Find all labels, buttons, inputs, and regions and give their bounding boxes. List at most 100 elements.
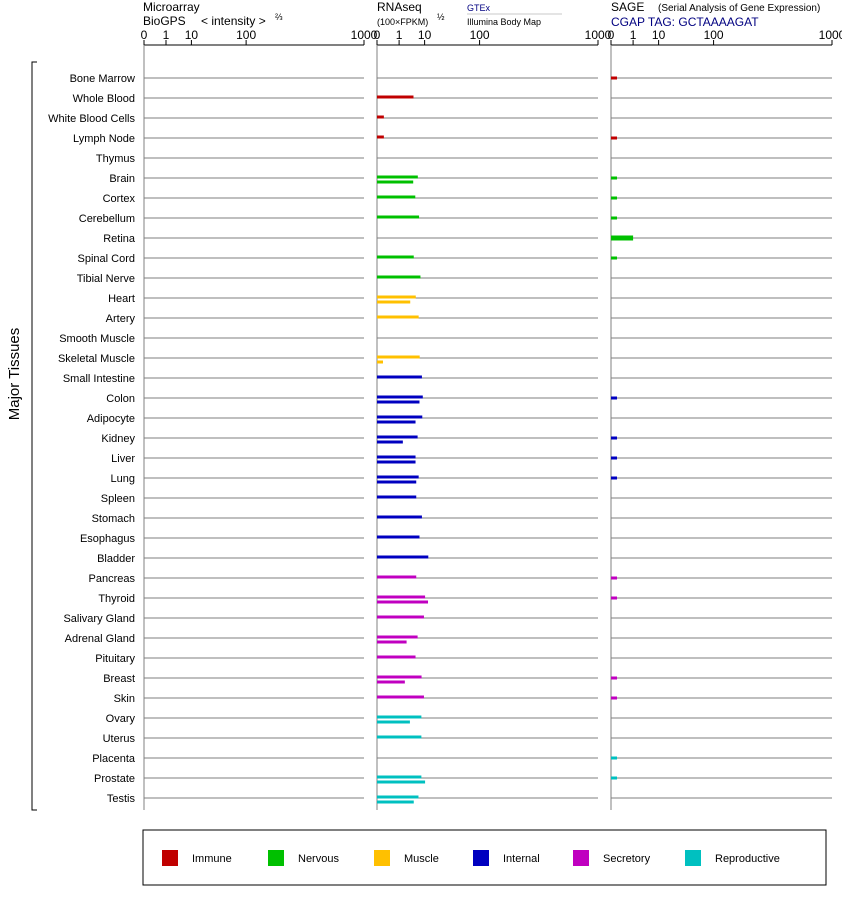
- rnaseq-bar: [377, 460, 416, 464]
- sage-bar: [611, 456, 617, 460]
- rnaseq-bar: [377, 735, 422, 739]
- legend-label-internal: Internal: [503, 853, 540, 865]
- sage-bar: [611, 76, 617, 80]
- legend-swatch-secretory: [573, 850, 589, 866]
- rnaseq-tick-label: 100: [470, 28, 490, 42]
- rnaseq-bar: [377, 775, 422, 779]
- rnaseq-bar: [377, 275, 421, 279]
- rnaseq-bar: [377, 720, 410, 724]
- sage-bar: [611, 676, 617, 680]
- tissue-label: Thyroid: [98, 593, 135, 605]
- sage-bar: [611, 596, 617, 600]
- rnaseq-title: RNAseq: [377, 0, 422, 14]
- sage-subtitle: (Serial Analysis of Gene Expression): [658, 3, 820, 14]
- sage-bar: [611, 176, 617, 180]
- tissue-label: Spinal Cord: [78, 253, 135, 265]
- microarray-title: Microarray: [143, 0, 200, 14]
- sage-tag-label: CGAP TAG: GCTAAAAGAT: [611, 15, 759, 29]
- sage-bar: [611, 216, 617, 220]
- tissue-label: Adrenal Gland: [65, 633, 135, 645]
- tissue-label: Bladder: [97, 553, 135, 565]
- sage-tick-label: 1000: [819, 28, 842, 42]
- tissue-label: Skin: [114, 693, 135, 705]
- tissue-label: Pituitary: [95, 653, 135, 665]
- sage-bar: [611, 436, 617, 440]
- legend-label-muscle: Muscle: [404, 853, 439, 865]
- tissue-label: Bone Marrow: [70, 73, 135, 85]
- tissue-label: Breast: [103, 673, 135, 685]
- rnaseq-bar: [377, 115, 384, 119]
- microarray-tick-label: 100: [236, 28, 256, 42]
- y-axis-bracket: [31, 61, 37, 811]
- sage-bar: [611, 576, 617, 580]
- sage-bar: [611, 776, 617, 780]
- sage-tick-label: 1: [630, 28, 637, 42]
- rnaseq-tick-label: 10: [418, 28, 432, 42]
- rnaseq-bar: [377, 640, 407, 644]
- rnaseq-scale-exponent: ½: [437, 12, 445, 22]
- sage-title: SAGE: [611, 0, 644, 14]
- rnaseq-bar: [377, 515, 422, 519]
- rnaseq-scale-label: (100×FPKM): [377, 17, 428, 27]
- microarray-scale-exponent: ⅔: [275, 12, 283, 22]
- rnaseq-tick-label: 1000: [585, 28, 612, 42]
- rnaseq-bar: [377, 375, 422, 379]
- rnaseq-bar: [377, 215, 420, 219]
- tissue-label: Prostate: [94, 773, 135, 785]
- rnaseq-bar: [377, 495, 417, 499]
- microarray-tick-label: 0: [141, 28, 148, 42]
- rnaseq-bar: [377, 635, 418, 639]
- rnaseq-bar: [377, 420, 416, 424]
- rnaseq-bar: [377, 395, 423, 399]
- tissue-label: Retina: [103, 233, 136, 245]
- rnaseq-bar: [377, 780, 426, 784]
- sage-bar: [611, 696, 617, 700]
- tissue-label: Lung: [111, 473, 135, 485]
- tissue-label: Skeletal Muscle: [58, 353, 135, 365]
- rnaseq-bar: [377, 300, 411, 304]
- rnaseq-bar: [377, 135, 384, 139]
- sage-bar: [611, 256, 617, 260]
- legend-box: [142, 829, 827, 886]
- microarray-source: BioGPS: [143, 14, 186, 28]
- rnaseq-bar: [377, 195, 416, 199]
- sage-bar: [611, 476, 617, 480]
- microarray-tick-label: 10: [185, 28, 199, 42]
- legend-swatch-muscle: [374, 850, 390, 866]
- tissue-label: White Blood Cells: [48, 113, 135, 125]
- legend-swatch-immune: [162, 850, 178, 866]
- legend-label-reproductive: Reproductive: [715, 853, 780, 865]
- microarray-scale-label: < intensity >: [201, 14, 266, 28]
- rnaseq-bar: [377, 455, 416, 459]
- legend-swatch-nervous: [268, 850, 284, 866]
- sage-bar: [611, 396, 617, 400]
- tissue-label: Colon: [106, 393, 135, 405]
- tissue-label: Cerebellum: [79, 213, 135, 225]
- rnaseq-bar: [377, 655, 416, 659]
- rnaseq-bar: [377, 435, 418, 439]
- legend-label-immune: Immune: [192, 853, 232, 865]
- sage-bar: [611, 235, 634, 241]
- rnaseq-bar: [377, 575, 417, 579]
- rnaseq-bar: [377, 355, 420, 359]
- tissue-label: Liver: [111, 453, 135, 465]
- rnaseq-bar: [377, 180, 414, 184]
- rnaseq-bar: [377, 600, 429, 604]
- tissue-label: Whole Blood: [73, 93, 135, 105]
- tissue-label: Tibial Nerve: [77, 273, 135, 285]
- rnaseq-bar: [377, 535, 420, 539]
- legend-label-secretory: Secretory: [603, 853, 651, 865]
- rnaseq-bar: [377, 800, 414, 804]
- rnaseq-bar: [377, 795, 419, 799]
- rnaseq-bar: [377, 400, 420, 404]
- tissue-label: Uterus: [103, 733, 136, 745]
- microarray-tick-label: 1000: [351, 28, 378, 42]
- rnaseq-bar: [377, 315, 419, 319]
- rnaseq-bar: [377, 480, 417, 484]
- tissue-label: Testis: [107, 793, 136, 805]
- rnaseq-bar: [377, 555, 429, 559]
- rnaseq-bar: [377, 255, 414, 259]
- rnaseq-bar: [377, 695, 424, 699]
- legend-swatch-reproductive: [685, 850, 701, 866]
